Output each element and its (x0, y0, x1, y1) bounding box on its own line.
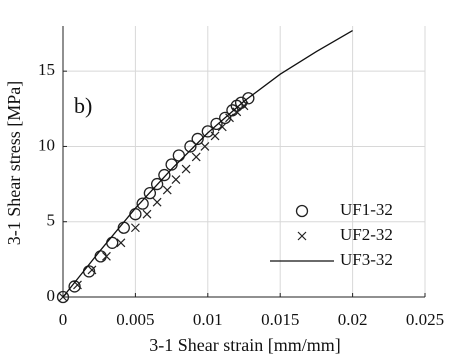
point (184, 140, 197, 153)
point (68, 280, 81, 293)
annotation: b) (74, 93, 92, 118)
x-axis-label: 3-1 Shear strain [mm/mm] (149, 335, 340, 355)
point (102, 251, 111, 261)
point (116, 238, 126, 248)
point (162, 185, 172, 195)
point (165, 158, 178, 171)
point (94, 250, 107, 263)
point (142, 209, 152, 219)
point (225, 113, 234, 123)
point (201, 125, 214, 138)
point (191, 132, 204, 146)
point (172, 149, 185, 162)
point (143, 186, 157, 200)
y-tick-label: 15 (38, 60, 55, 79)
point (217, 122, 227, 132)
point (210, 131, 220, 141)
point (181, 164, 191, 174)
line (62, 29, 353, 298)
point (130, 223, 140, 233)
x-tick-label: 0.025 (406, 310, 444, 329)
point (171, 175, 181, 184)
point (152, 197, 162, 207)
legend-marker (295, 204, 309, 218)
point (158, 168, 171, 182)
x-tick-label: 0.01 (193, 310, 223, 329)
point (87, 265, 97, 275)
x-tick-label: 0.015 (261, 310, 299, 329)
point (210, 117, 223, 131)
point (200, 142, 210, 151)
point (56, 290, 70, 304)
point (136, 197, 149, 210)
y-axis-label: 3-1 Shear stress [MPa] (4, 81, 24, 245)
x-tick-label: 0.02 (338, 310, 368, 329)
x-tick-label: 0 (59, 310, 68, 329)
legend-label: UF3-32 (340, 250, 393, 269)
x-tick-label: 0.005 (116, 310, 154, 329)
point (150, 177, 164, 191)
legend-marker (297, 231, 307, 241)
point (191, 152, 201, 162)
point (242, 92, 255, 105)
legend-label: UF1-32 (340, 200, 393, 219)
y-tick-label: 5 (47, 211, 56, 230)
y-tick-label: 0 (47, 286, 56, 305)
y-tick-label: 10 (38, 135, 55, 154)
legend-label: UF2-32 (340, 225, 393, 244)
point (106, 236, 119, 249)
